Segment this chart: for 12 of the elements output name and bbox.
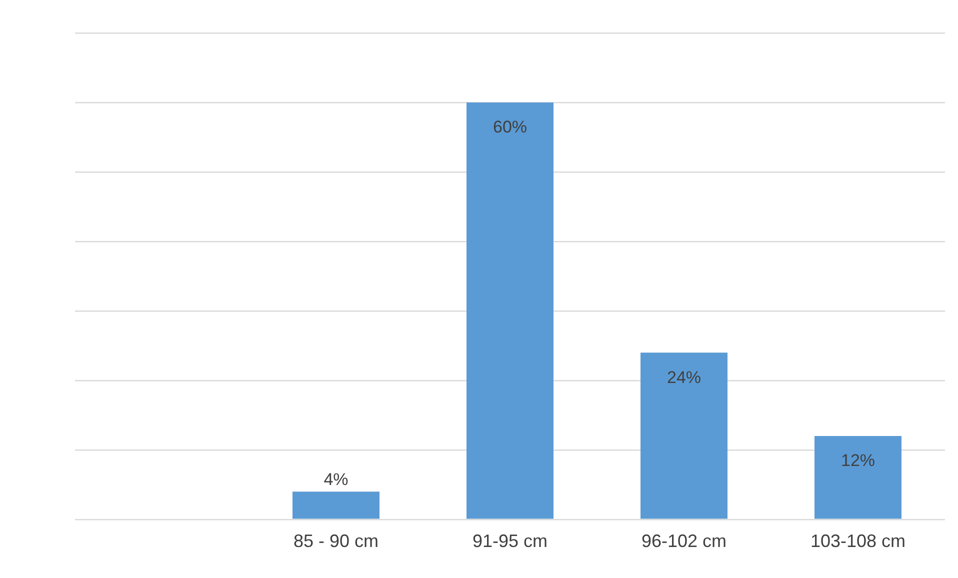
data-label: 12% [840, 451, 876, 470]
x-tick-label: 103-108 cm [810, 531, 906, 552]
data-label: 4% [324, 470, 348, 489]
bar [814, 436, 902, 519]
data-label: 60% [492, 118, 528, 137]
x-tick-label: 91-95 cm [472, 531, 548, 552]
x-tick-label: 85 - 90 cm [293, 531, 379, 552]
bar [292, 492, 380, 519]
x-tick-label: 96-102 cm [641, 531, 727, 552]
bar [640, 352, 728, 519]
data-label: 24% [666, 368, 702, 387]
bar [466, 102, 554, 519]
